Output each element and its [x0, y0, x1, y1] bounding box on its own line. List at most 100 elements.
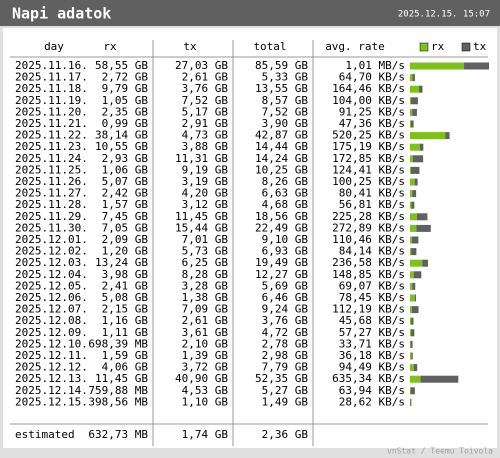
cell: 1,05 GB — [102, 94, 149, 107]
column-header: total — [253, 40, 286, 53]
tx-bar — [411, 306, 419, 314]
cell: 1,38 GB — [182, 291, 229, 304]
tx-bar — [411, 329, 415, 337]
tx-bar — [416, 224, 431, 232]
tx-bar — [410, 120, 414, 128]
cell: 2025.12.12. — [15, 361, 88, 374]
cell: 2025.11.22. — [15, 129, 88, 142]
cell: 2025.11.19. — [15, 94, 88, 107]
legend-swatch — [461, 42, 471, 52]
cell: 42,87 GB — [255, 129, 308, 142]
rx-bar — [410, 178, 415, 186]
cell: 5,17 GB — [182, 105, 229, 118]
cell: 3,28 GB — [182, 279, 229, 292]
cell: 1,06 GB — [102, 163, 149, 176]
cell: 1,39 GB — [182, 349, 229, 362]
cell: 14,24 GB — [255, 152, 308, 165]
legend-label: tx — [473, 40, 487, 53]
tx-bar — [411, 317, 414, 325]
tx-bar — [412, 282, 416, 290]
cell: 1,01 MB/s — [345, 59, 405, 72]
tx-bar — [410, 340, 413, 348]
cell: 172,85 KB/s — [332, 152, 405, 165]
cell: 2025.11.28. — [15, 198, 88, 211]
rx-bar — [410, 340, 411, 348]
rx-bar — [410, 317, 412, 325]
estimated-cell: 1,74 GB — [182, 428, 229, 441]
cell: 7,05 GB — [102, 221, 149, 234]
tx-bar — [410, 398, 412, 406]
rx-bar — [410, 201, 412, 209]
cell: 2,72 GB — [102, 71, 149, 84]
cell: 7,01 GB — [182, 233, 229, 246]
cell: 7,52 GB — [262, 105, 309, 118]
cell: 5,69 GB — [262, 279, 309, 292]
cell: 5,33 GB — [262, 71, 309, 84]
cell: 3,12 GB — [182, 198, 229, 211]
cell: 2025.12.03. — [15, 256, 88, 269]
cell: 19,49 GB — [255, 256, 308, 269]
rx-bar — [410, 97, 411, 105]
cell: 3,61 GB — [182, 326, 229, 339]
cell: 2025.11.26. — [15, 175, 88, 188]
tx-bar — [445, 132, 450, 140]
cell: 38,14 GB — [95, 129, 148, 142]
cell: 2025.12.13. — [15, 372, 88, 385]
tx-bar — [412, 155, 424, 163]
cell: 1,11 GB — [102, 326, 149, 339]
cell: 47,36 KB/s — [339, 117, 405, 130]
cell: 2025.11.23. — [15, 140, 88, 153]
cell: 6,63 GB — [262, 187, 309, 200]
cell: 4,68 GB — [262, 198, 309, 211]
cell: 7,79 GB — [262, 361, 309, 374]
title: Napi adatok — [12, 5, 111, 23]
cell: 3,90 GB — [262, 117, 309, 130]
cell: 2025.12.11. — [15, 349, 88, 362]
cell: 2025.11.25. — [15, 163, 88, 176]
rx-bar — [410, 282, 413, 290]
cell: 2,91 GB — [182, 117, 229, 130]
cell: 520,25 KB/s — [332, 129, 405, 142]
column-header: rx — [103, 40, 117, 53]
tx-bar — [411, 248, 417, 256]
cell: 2025.11.29. — [15, 210, 88, 223]
cell: 3,88 GB — [182, 140, 229, 153]
cell: 2,78 GB — [262, 337, 309, 350]
rx-bar — [410, 62, 465, 70]
cell: 698,39 MB — [88, 337, 148, 350]
column-header: avg. rate — [325, 40, 385, 53]
rx-bar — [410, 248, 412, 256]
cell: 9,24 GB — [262, 303, 309, 316]
cell: 225,28 KB/s — [332, 210, 405, 223]
cell: 3,72 GB — [182, 361, 229, 374]
cell: 2025.11.30. — [15, 221, 88, 234]
tx-bar — [413, 271, 422, 279]
cell: 2025.12.08. — [15, 314, 88, 327]
cell: 2,10 GB — [182, 337, 229, 350]
cell: 5,73 GB — [182, 245, 229, 258]
cell: 11,45 GB — [95, 372, 148, 385]
cell: 4,72 GB — [262, 326, 309, 339]
cell: 94,49 KB/s — [339, 361, 405, 374]
cell: 6,25 GB — [182, 256, 229, 269]
cell: 124,41 KB/s — [332, 163, 405, 176]
rx-bar — [410, 306, 412, 314]
rx-bar — [410, 190, 413, 198]
cell: 4,53 GB — [182, 384, 229, 397]
cell: 80,41 KB/s — [339, 187, 405, 200]
cell: 13,55 GB — [255, 82, 308, 95]
cell: 2025.12.06. — [15, 291, 88, 304]
cell: 40,90 GB — [175, 372, 228, 385]
cell: 1,49 GB — [262, 395, 309, 408]
rx-bar — [410, 74, 413, 82]
cell: 2025.12.14. — [15, 384, 88, 397]
cell: 3,19 GB — [182, 175, 229, 188]
cell: 8,26 GB — [262, 175, 309, 188]
cell: 2025.12.05. — [15, 279, 88, 292]
cell: 2,61 GB — [182, 314, 229, 327]
rx-bar — [410, 294, 415, 302]
tx-bar — [420, 375, 459, 383]
cell: 759,88 MB — [88, 384, 148, 397]
cell: 3,76 GB — [262, 314, 309, 327]
